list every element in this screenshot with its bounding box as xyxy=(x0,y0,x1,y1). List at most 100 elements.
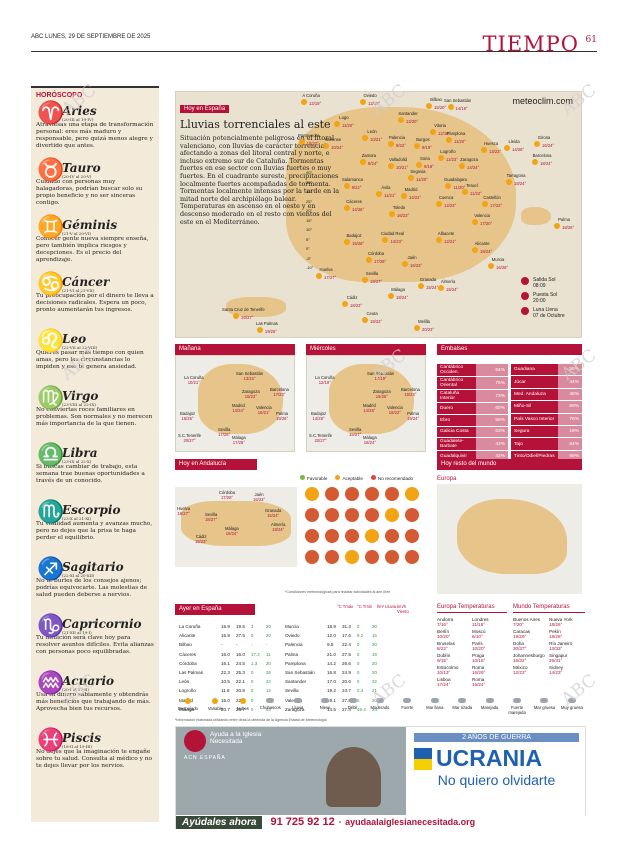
lluvia-icon xyxy=(293,698,302,703)
temp-value: 7/16° xyxy=(437,622,448,627)
legend-label: Aceptable xyxy=(342,476,363,481)
city-name: León xyxy=(367,129,377,134)
city-name: Murcia xyxy=(491,257,505,262)
city-name: Ciudad Real xyxy=(381,231,405,236)
city-name: Zaragoza xyxy=(242,389,260,394)
fuerte-icon xyxy=(403,698,412,703)
yesterday-cell: Palencia xyxy=(284,642,303,648)
yesterday-cell: 24 xyxy=(371,706,377,712)
world-temps: Mundo Temperaturas Buenos Aires 7/20° Nuev… xyxy=(513,604,585,677)
sign-name: Capricornio xyxy=(62,617,142,631)
yesterday-cell: Logroño xyxy=(179,688,196,694)
reservoir-name: Júcar xyxy=(511,376,558,388)
city-name: San Sebastián xyxy=(367,371,395,376)
sign-name: Piscis xyxy=(62,731,101,745)
legend-item: Mar llana xyxy=(422,698,448,715)
yesterday-headers: °C Tmáx °C Tmín l/m² Lluvia km/h Viento xyxy=(337,604,417,614)
sign-text: Tu preocupación por el dinero te lleva a… xyxy=(36,293,154,313)
city-forecast: Santander 12/20° xyxy=(398,111,418,124)
wednesday-map: La Coruña 12/19° San Sebastián 14/19° Zarago… xyxy=(306,355,426,452)
reservoir-row: Guadiana 58% xyxy=(511,364,582,376)
yesterday-cell: 2.4 xyxy=(356,688,364,694)
sun-label: Salida Sol xyxy=(533,277,556,283)
yesterday-cell: 0 xyxy=(356,624,360,630)
sun-moon-info: Salida Sol 08:09 Puesta Sol 20:00 Luna Llena… xyxy=(521,277,583,322)
hiking-icon xyxy=(305,487,319,501)
yesterday-cell: 0 xyxy=(250,670,254,676)
variable-icon xyxy=(212,698,219,704)
legend-label: Fuerte xyxy=(401,705,414,710)
reservoir-level: 64% xyxy=(476,364,508,376)
city-temp: 17/22° xyxy=(490,202,503,208)
scale-label: 20° xyxy=(306,208,313,213)
city-name: Zamora xyxy=(361,153,377,158)
city-forecast: Girona 16/24° xyxy=(534,135,554,148)
sun-row: Luna Llena 07 de Octubre xyxy=(521,307,583,319)
reservoir-name: Cataluña Interior xyxy=(437,390,476,402)
legend-label: Fuerte marejada xyxy=(508,705,526,715)
temp-cell: París 10/20° xyxy=(472,641,507,651)
city-forecast: Almería 18/24° xyxy=(438,279,458,292)
ad-person xyxy=(326,747,381,807)
city-temp: 9/18° xyxy=(424,163,434,169)
yesterday-cell: 27.8 xyxy=(341,697,351,703)
city-temp: 11/21° xyxy=(384,192,396,198)
temp-cell: Lisboa 17/24° xyxy=(437,677,472,687)
city-temp: 15/27° xyxy=(349,431,362,437)
yesterday-cell: Córdoba xyxy=(179,660,197,666)
brand-meteoclim: meteoclim.com xyxy=(512,96,573,106)
zodiac-géminis-icon: ♊ xyxy=(37,215,65,240)
sign-dates: (23-VIII al 22-IX) xyxy=(62,402,96,407)
ad-cta: Ayúdales ahora xyxy=(176,815,263,829)
city-forecast: Santa Cruz de Tenerife 20/27° xyxy=(222,307,265,320)
sunset-icon xyxy=(521,292,529,300)
city-temp: 18/23° xyxy=(350,302,363,308)
yesterday-row: Oviedo 12.0 17.6 9.2 15 xyxy=(283,632,379,639)
city-temp: 11/22° xyxy=(470,190,482,196)
temp-row: Andorra 7/16° Londres 11/15° xyxy=(437,617,507,627)
reservoir-name: Tajo xyxy=(511,438,558,450)
city-forecast: Ourense 10/24° xyxy=(323,137,343,150)
scale-label: 10° xyxy=(306,227,313,232)
city-temp: 10/21° xyxy=(187,379,200,385)
city-temp: 12/19° xyxy=(309,100,322,106)
city-temp: 19/24° xyxy=(404,391,417,397)
city-name: S.C.Tenerife xyxy=(178,433,202,438)
city-forecast: Zaragoza 15/25° xyxy=(373,389,391,399)
city-temp: 18/24° xyxy=(514,180,527,186)
city-name: Madrid xyxy=(232,403,245,408)
city-forecast: Córdoba 17/28° xyxy=(366,251,386,264)
temp-city: Andorra xyxy=(437,617,454,622)
sun-value: 07 de Octubre xyxy=(533,313,565,319)
city-name: S.C.Tenerife xyxy=(309,433,333,438)
acn-advertisement[interactable]: Ayuda a la Iglesia Necesitada ACN ESPAÑA… xyxy=(175,726,586,829)
yesterday-cell: Valencia xyxy=(283,697,323,704)
temp-row: Berlín 10/20° Moscú 6/10° xyxy=(437,629,507,639)
yesterday-row: León 10.5 22.1 0 22 xyxy=(177,678,273,685)
yesterday-cell: - xyxy=(235,642,238,648)
zodiac-escorpio-icon: ♏ xyxy=(37,500,65,525)
temp-value: 18/28° xyxy=(549,634,563,639)
yesterday-cell: 20.6 xyxy=(341,679,351,685)
beach-icon xyxy=(385,550,399,564)
zodiac-libra-icon: ♎ xyxy=(37,443,65,468)
beach-icon xyxy=(305,508,319,522)
temp-value: 16/24° xyxy=(472,682,486,687)
city-forecast: Sevilla 17/28° xyxy=(218,427,230,437)
city-temp: 18/24° xyxy=(396,294,409,300)
city-forecast: Albacete 12/21° xyxy=(436,231,456,244)
legend-item: Moderado xyxy=(367,698,393,715)
reservoir-row: Cataluña Interior 73% xyxy=(437,390,508,402)
temp-city: Singapur xyxy=(549,653,568,658)
city-name: Lugo xyxy=(339,115,349,120)
sun-icon xyxy=(362,276,368,283)
yesterday-cell: 9.5 xyxy=(326,642,334,648)
zodiac-virgo-icon: ♍ xyxy=(37,386,65,411)
yesterday-cell: 19.5 xyxy=(235,624,245,630)
running-icon xyxy=(405,508,419,522)
city-forecast: Valencia 16/21° xyxy=(256,405,272,415)
not-recommended-icon xyxy=(370,475,376,480)
yesterday-cell: 16.0 xyxy=(221,651,230,657)
reservoir-row: Tinto/Odiel/Piedras 69% xyxy=(511,450,582,463)
city-forecast: Teruel 11/22° xyxy=(462,183,482,196)
